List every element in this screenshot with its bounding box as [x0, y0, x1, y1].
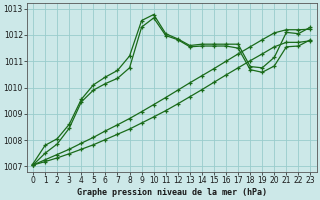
X-axis label: Graphe pression niveau de la mer (hPa): Graphe pression niveau de la mer (hPa) — [77, 188, 267, 197]
